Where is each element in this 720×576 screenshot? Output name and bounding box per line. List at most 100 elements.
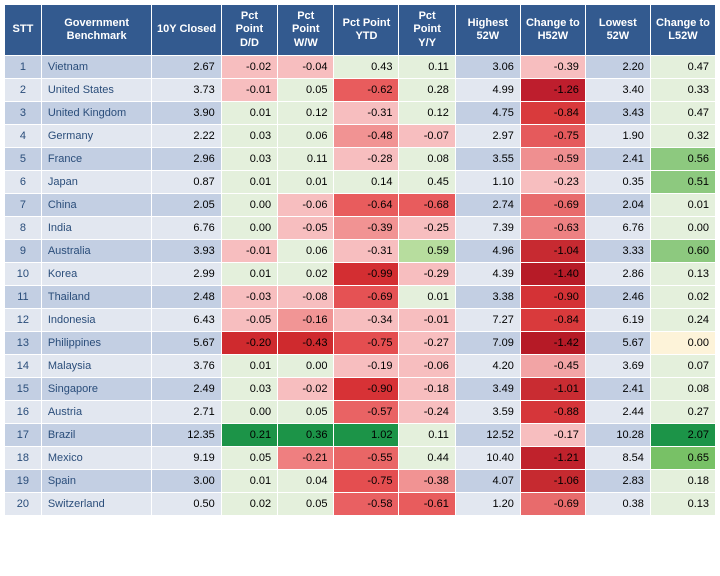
- table-row: 19Spain3.000.010.04-0.75-0.384.07-1.062.…: [5, 470, 716, 493]
- cell-ww: -0.06: [278, 194, 334, 217]
- cell-cl52: 0.65: [650, 447, 715, 470]
- cell-ww: -0.02: [278, 378, 334, 401]
- cell-h52: 4.39: [455, 263, 520, 286]
- cell-ytd: -0.19: [334, 355, 399, 378]
- cell-cl52: 0.00: [650, 332, 715, 355]
- cell-country: Vietnam: [41, 56, 152, 79]
- cell-ww: -0.16: [278, 309, 334, 332]
- cell-yy: 0.12: [399, 102, 455, 125]
- cell-ytd: -0.57: [334, 401, 399, 424]
- cell-dd: -0.03: [221, 286, 277, 309]
- cell-h52: 3.06: [455, 56, 520, 79]
- cell-cl52: 0.02: [650, 286, 715, 309]
- cell-country: United States: [41, 79, 152, 102]
- col-header-0: STT: [5, 5, 42, 56]
- table-row: 15Singapore2.490.03-0.02-0.90-0.183.49-1…: [5, 378, 716, 401]
- cell-stt: 19: [5, 470, 42, 493]
- cell-h52: 4.96: [455, 240, 520, 263]
- cell-stt: 14: [5, 355, 42, 378]
- cell-l52: 2.46: [585, 286, 650, 309]
- cell-yy: -0.38: [399, 470, 455, 493]
- col-header-4: Pct Point W/W: [278, 5, 334, 56]
- cell-l52: 2.41: [585, 378, 650, 401]
- cell-ww: -0.21: [278, 447, 334, 470]
- cell-l52: 3.69: [585, 355, 650, 378]
- cell-dd: 0.01: [221, 355, 277, 378]
- cell-ch52: -1.26: [520, 79, 585, 102]
- cell-country: Philippines: [41, 332, 152, 355]
- cell-l52: 6.76: [585, 217, 650, 240]
- cell-ww: -0.08: [278, 286, 334, 309]
- cell-stt: 13: [5, 332, 42, 355]
- cell-dd: 0.01: [221, 263, 277, 286]
- cell-closed: 3.00: [152, 470, 221, 493]
- cell-ch52: -0.88: [520, 401, 585, 424]
- table-row: 3United Kingdom3.900.010.12-0.310.124.75…: [5, 102, 716, 125]
- cell-dd: 0.00: [221, 217, 277, 240]
- cell-ch52: -1.40: [520, 263, 585, 286]
- table-row: 5France2.960.030.11-0.280.083.55-0.592.4…: [5, 148, 716, 171]
- cell-ww: 0.02: [278, 263, 334, 286]
- cell-yy: -0.24: [399, 401, 455, 424]
- cell-country: Switzerland: [41, 493, 152, 516]
- cell-ytd: -0.48: [334, 125, 399, 148]
- cell-cl52: 0.56: [650, 148, 715, 171]
- table-row: 10Korea2.990.010.02-0.99-0.294.39-1.402.…: [5, 263, 716, 286]
- cell-l52: 3.33: [585, 240, 650, 263]
- cell-dd: 0.00: [221, 194, 277, 217]
- cell-cl52: 0.07: [650, 355, 715, 378]
- cell-country: France: [41, 148, 152, 171]
- cell-ww: 0.04: [278, 470, 334, 493]
- cell-l52: 2.41: [585, 148, 650, 171]
- cell-closed: 2.05: [152, 194, 221, 217]
- cell-country: Thailand: [41, 286, 152, 309]
- cell-closed: 3.76: [152, 355, 221, 378]
- cell-stt: 5: [5, 148, 42, 171]
- cell-ww: 0.00: [278, 355, 334, 378]
- table-row: 9Australia3.93-0.010.06-0.310.594.96-1.0…: [5, 240, 716, 263]
- cell-ytd: -0.75: [334, 470, 399, 493]
- benchmark-table: STTGovernment Benchmark10Y ClosedPct Poi…: [4, 4, 716, 516]
- cell-ch52: -0.23: [520, 171, 585, 194]
- cell-ytd: 0.43: [334, 56, 399, 79]
- cell-h52: 4.07: [455, 470, 520, 493]
- cell-l52: 3.43: [585, 102, 650, 125]
- cell-cl52: 0.60: [650, 240, 715, 263]
- cell-closed: 2.96: [152, 148, 221, 171]
- cell-dd: 0.01: [221, 171, 277, 194]
- cell-ch52: -0.69: [520, 493, 585, 516]
- cell-cl52: 0.13: [650, 263, 715, 286]
- cell-ch52: -0.75: [520, 125, 585, 148]
- cell-ch52: -0.84: [520, 102, 585, 125]
- col-header-7: Highest 52W: [455, 5, 520, 56]
- cell-stt: 11: [5, 286, 42, 309]
- cell-yy: -0.61: [399, 493, 455, 516]
- cell-country: Australia: [41, 240, 152, 263]
- cell-ww: 0.06: [278, 125, 334, 148]
- cell-ytd: 0.14: [334, 171, 399, 194]
- cell-ch52: -0.45: [520, 355, 585, 378]
- cell-h52: 4.75: [455, 102, 520, 125]
- cell-h52: 10.40: [455, 447, 520, 470]
- cell-ytd: -0.99: [334, 263, 399, 286]
- cell-stt: 2: [5, 79, 42, 102]
- cell-cl52: 0.13: [650, 493, 715, 516]
- cell-ch52: -1.21: [520, 447, 585, 470]
- col-header-9: Lowest 52W: [585, 5, 650, 56]
- cell-l52: 2.20: [585, 56, 650, 79]
- cell-ww: 0.05: [278, 401, 334, 424]
- col-header-6: Pct Point Y/Y: [399, 5, 455, 56]
- cell-stt: 16: [5, 401, 42, 424]
- cell-stt: 18: [5, 447, 42, 470]
- cell-h52: 3.59: [455, 401, 520, 424]
- cell-closed: 6.76: [152, 217, 221, 240]
- cell-ch52: -1.04: [520, 240, 585, 263]
- cell-h52: 3.38: [455, 286, 520, 309]
- cell-closed: 2.49: [152, 378, 221, 401]
- cell-closed: 3.93: [152, 240, 221, 263]
- cell-country: Malaysia: [41, 355, 152, 378]
- table-row: 8India6.760.00-0.05-0.39-0.257.39-0.636.…: [5, 217, 716, 240]
- cell-h52: 3.55: [455, 148, 520, 171]
- cell-country: Spain: [41, 470, 152, 493]
- cell-closed: 5.67: [152, 332, 221, 355]
